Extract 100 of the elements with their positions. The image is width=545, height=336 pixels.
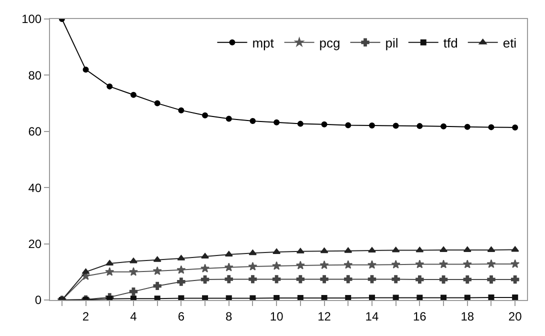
y-tick-label: 80 [28, 68, 42, 82]
x-tick-label: 20 [508, 309, 522, 324]
legend-label: pcg [319, 35, 340, 50]
x-tick-label: 16 [413, 309, 427, 324]
legend-label: eti [502, 35, 517, 50]
point [248, 275, 257, 284]
point [250, 118, 256, 124]
point [345, 295, 352, 300]
point [178, 295, 184, 300]
point [296, 248, 304, 254]
point [130, 92, 136, 98]
point [367, 260, 376, 269]
point [154, 100, 160, 106]
point [129, 287, 138, 296]
point [272, 248, 281, 254]
point [201, 252, 209, 258]
point [510, 275, 520, 284]
point [440, 246, 448, 252]
point [368, 275, 376, 284]
point [202, 112, 208, 118]
point [274, 119, 280, 126]
point [510, 259, 520, 268]
point [416, 275, 424, 284]
point [344, 247, 352, 253]
x-tick-label: 6 [178, 309, 185, 324]
point [392, 122, 399, 129]
x-tick-label: 2 [82, 309, 90, 324]
point [345, 122, 352, 128]
point [344, 275, 352, 284]
point [463, 246, 472, 252]
point [416, 246, 424, 252]
point [297, 120, 304, 127]
point [440, 123, 447, 130]
point [392, 275, 400, 284]
point [368, 247, 376, 253]
point [321, 121, 328, 128]
point [152, 266, 162, 275]
x-tick-label: 8 [226, 309, 233, 324]
point [153, 282, 162, 290]
point [416, 294, 423, 300]
point [321, 295, 328, 300]
point [511, 246, 520, 252]
point [512, 124, 518, 130]
point [439, 260, 448, 268]
point [226, 116, 232, 122]
y-tick-label: 100 [22, 12, 42, 26]
point [224, 262, 234, 272]
point [224, 275, 233, 284]
y-tick-label: 0 [34, 293, 42, 308]
point [464, 124, 470, 130]
point [82, 66, 89, 73]
x-tick-label: 14 [365, 309, 379, 324]
point [320, 248, 328, 254]
point [512, 294, 518, 300]
point [487, 275, 496, 284]
point [176, 265, 186, 274]
point [82, 268, 90, 274]
point [368, 294, 375, 300]
point [296, 260, 305, 270]
y-tick-label: 20 [28, 237, 42, 251]
point [392, 294, 399, 300]
point [464, 294, 470, 300]
point [462, 260, 472, 268]
point [202, 295, 208, 300]
point [106, 83, 113, 90]
point [320, 275, 328, 284]
point [274, 295, 280, 300]
x-tick-label: 10 [270, 309, 284, 324]
legend-label: pil [385, 35, 398, 50]
point [439, 275, 448, 284]
point [488, 124, 494, 130]
point [488, 294, 494, 300]
x-tick-label: 4 [130, 309, 138, 324]
point [177, 254, 186, 260]
legend-label: tfd [443, 35, 458, 50]
point [344, 260, 353, 269]
point [415, 260, 424, 268]
point [200, 264, 210, 272]
point [320, 260, 329, 270]
point [486, 259, 496, 268]
point [296, 275, 305, 284]
point [368, 122, 375, 128]
point [250, 295, 256, 300]
y-tick-label: 60 [28, 124, 42, 139]
legend-label: mpt [252, 35, 274, 50]
y-tick-label: 40 [28, 180, 42, 195]
point [130, 258, 138, 264]
point [391, 260, 400, 268]
point [248, 250, 257, 256]
point [177, 278, 186, 286]
point [153, 256, 162, 262]
point [224, 250, 233, 256]
point [392, 246, 400, 252]
x-tick-label: 12 [318, 309, 332, 324]
point [416, 123, 423, 130]
point [178, 107, 184, 114]
point [272, 261, 282, 270]
point [487, 246, 496, 252]
x-tick-label: 18 [460, 309, 474, 324]
point [226, 295, 232, 300]
